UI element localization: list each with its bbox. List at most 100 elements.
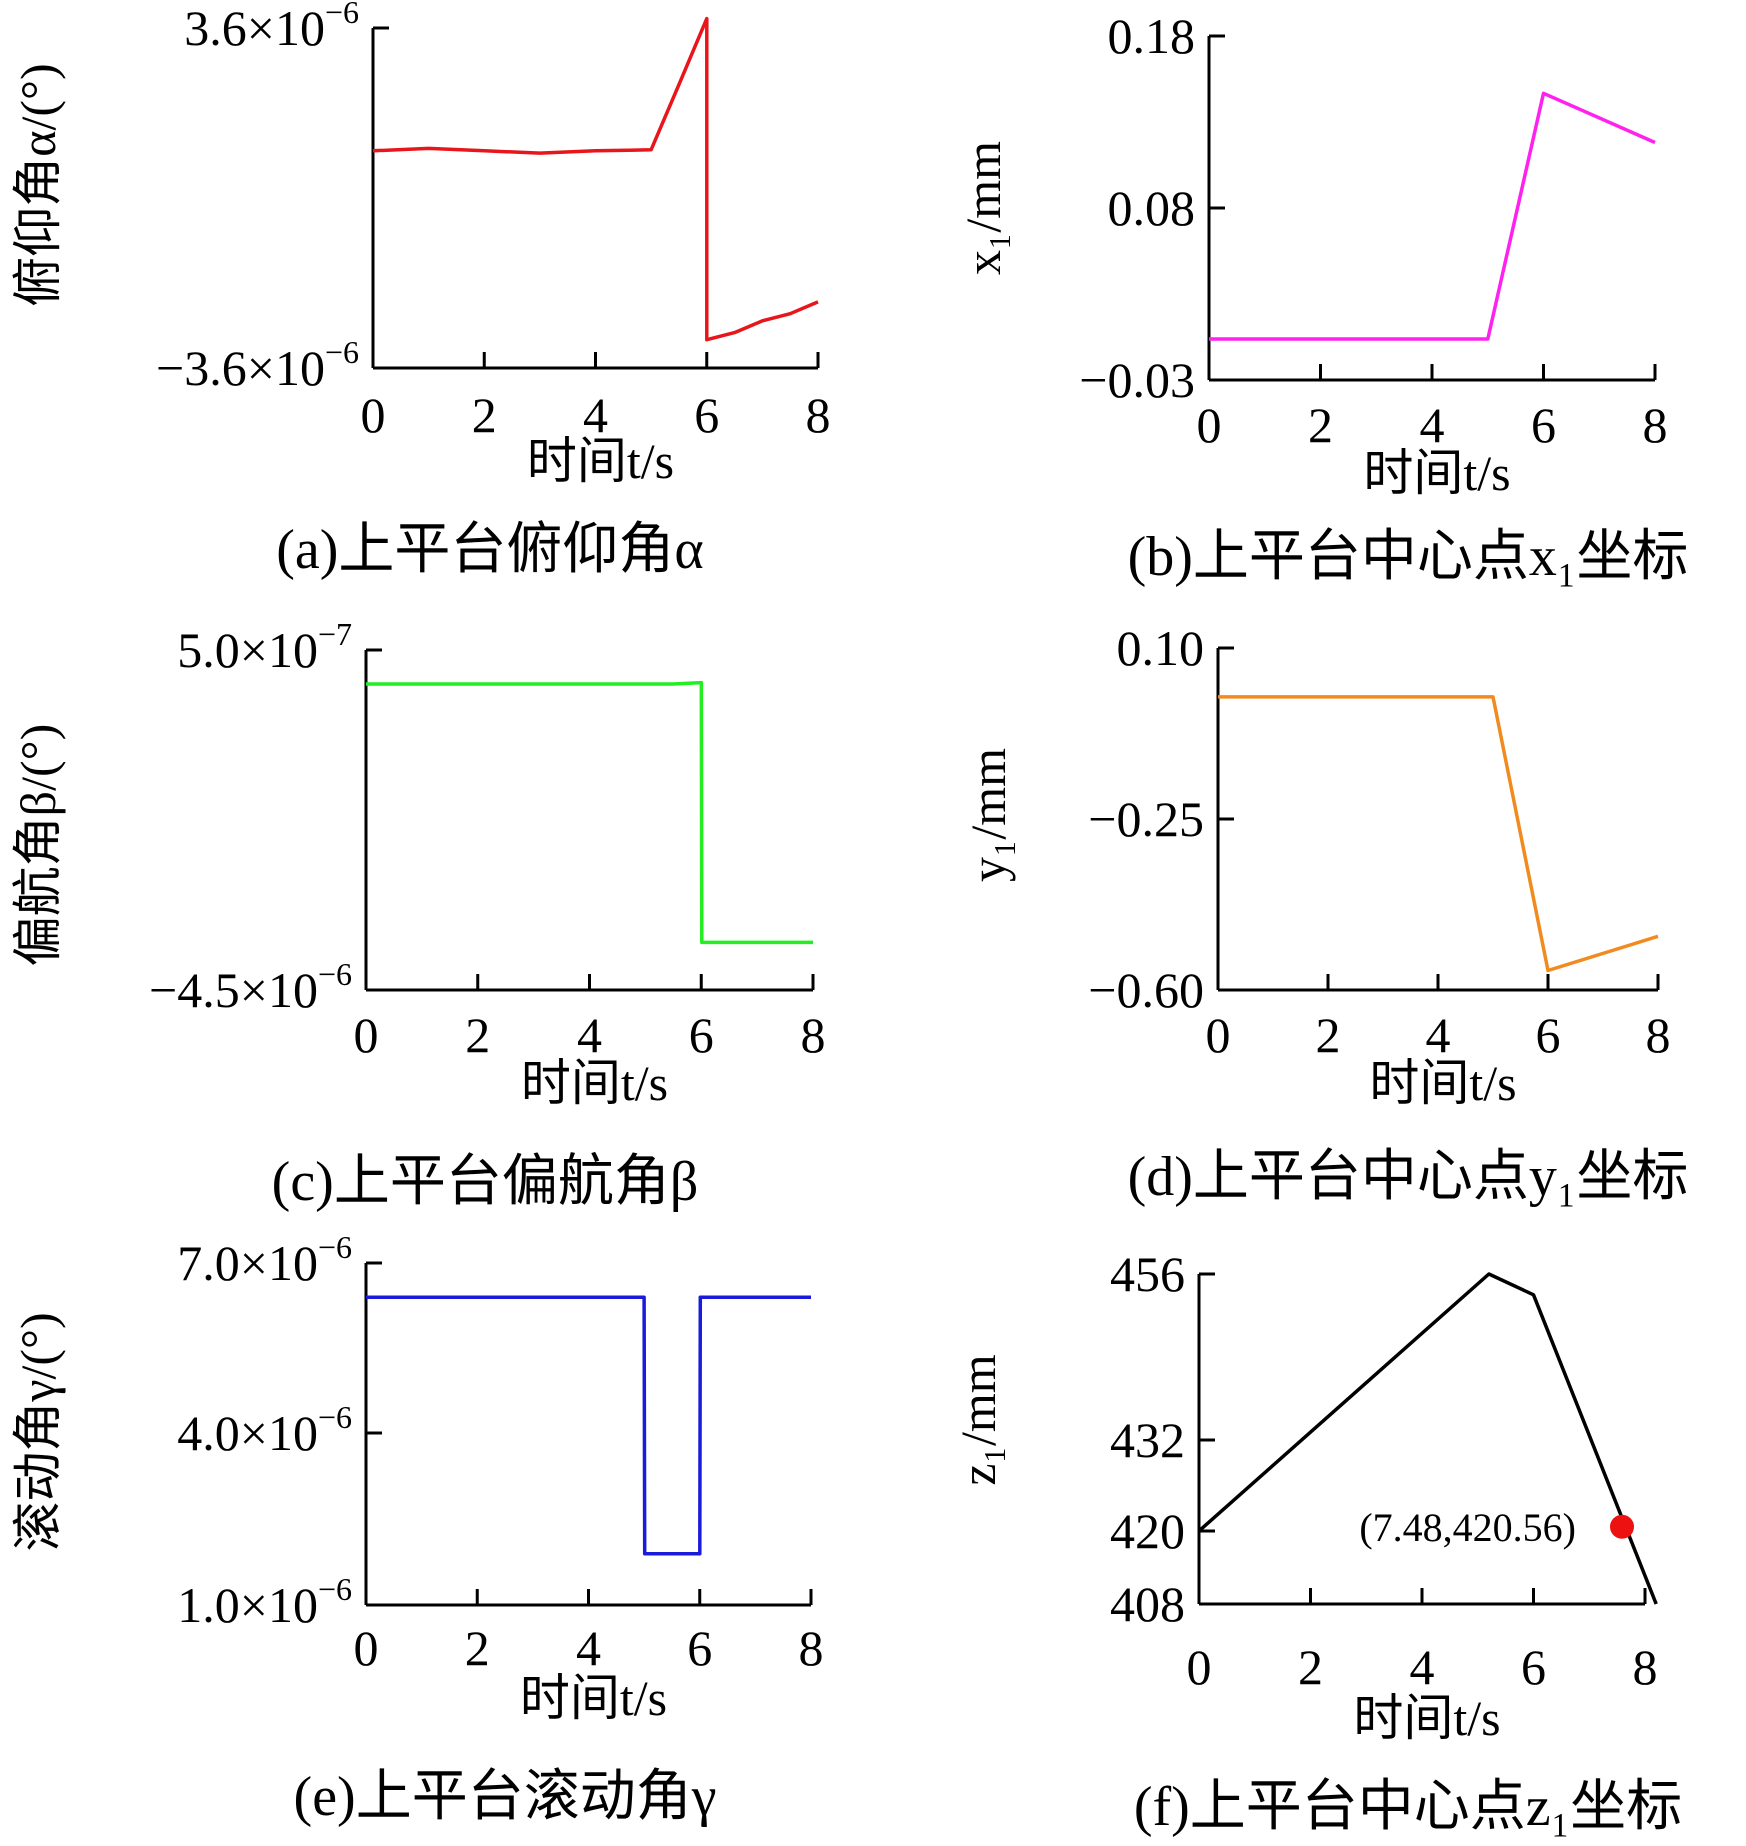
x-tick-label: 6	[1521, 1639, 1546, 1695]
x-tick-label: 0	[361, 387, 386, 443]
x-tick-label: 8	[1646, 1007, 1671, 1063]
x-tick-label: 6	[694, 387, 719, 443]
x-tick-label: 8	[1643, 397, 1668, 453]
x-tick-label: 0	[354, 1620, 379, 1676]
chart-a: 0 2 4 6 83.6×10−6−3.6×10−6时间t/s俯仰角α/(°)(a)上平…	[10, 0, 831, 581]
y-tick-label: −0.60	[1088, 962, 1204, 1018]
x-tick-label: 6	[1536, 1007, 1561, 1063]
y-tick-exponent: −6	[318, 956, 352, 992]
y-tick-exponent: −6	[318, 1571, 352, 1607]
y-axis-label: z₁/mm	[950, 1354, 1006, 1485]
x-tick-label: 0	[1187, 1639, 1212, 1695]
x-tick-label: 8	[806, 387, 831, 443]
y-tick-label: 7.0×10−6	[177, 1229, 352, 1291]
y-axis-label: 滚动角γ/(°)	[10, 1312, 66, 1551]
chart-f: 0 2 4 6 8 456 432 420 408 (7.48,420.56) 时间t/s z₁/mm…	[950, 1246, 1682, 1838]
x-tick-label: 6	[689, 1007, 714, 1063]
x-tick-label: 4	[583, 387, 608, 443]
y-tick-mantissa: −0.25	[1088, 791, 1204, 847]
y-tick-label: 432	[1110, 1412, 1185, 1468]
chart-caption: (f)上平台中心点z₁坐标	[1134, 1776, 1682, 1838]
x-tick-label: 6	[1531, 397, 1556, 453]
x-tick-label: 4	[1420, 397, 1445, 453]
chart-caption: (e)上平台滚动角γ	[294, 1766, 717, 1828]
x-axis-label: 时间t/s	[527, 433, 674, 489]
y-tick-label: 408	[1110, 1576, 1185, 1632]
y-tick-label: −0.25	[1088, 791, 1204, 847]
x-tick-label: 2	[1298, 1639, 1323, 1695]
y-tick-label: 0.10	[1117, 620, 1205, 676]
series-line	[1209, 91, 1656, 341]
y-tick-mantissa: 408	[1110, 1576, 1185, 1632]
chart-caption: (c)上平台偏航角β	[272, 1151, 699, 1213]
x-tick-label: 2	[465, 1007, 490, 1063]
y-tick-mantissa: 4.0×10	[177, 1405, 318, 1461]
x-tick-label: 4	[1410, 1639, 1435, 1695]
chart-caption: (a)上平台俯仰角α	[276, 519, 704, 581]
x-tick-label: 0	[1197, 397, 1222, 453]
x-tick-label: 2	[465, 1620, 490, 1676]
x-tick-label: 4	[577, 1007, 602, 1063]
y-tick-label: 456	[1110, 1246, 1185, 1302]
x-axis-label: 时间t/s	[1369, 1055, 1516, 1111]
y-tick-mantissa: 420	[1110, 1503, 1185, 1559]
x-tick-label: 2	[1308, 397, 1333, 453]
y-tick-label: −0.03	[1079, 352, 1195, 408]
series-line	[372, 16, 819, 342]
y-tick-mantissa: −3.6×10	[156, 340, 325, 396]
chart-c: 0 2 4 6 8 5.0×10−7 −4.5×10−6 时间t/s 偏航角β/(°) (c)上平…	[10, 616, 826, 1213]
x-tick-label: 8	[801, 1007, 826, 1063]
y-tick-label: 4.0×10−6	[177, 1399, 352, 1461]
y-tick-label: 0.18	[1108, 8, 1196, 64]
y-tick-exponent: −6	[325, 334, 359, 370]
chart-b: 0 2 4 6 8 0.18 0.08 −0.03 时间t/s x₁/mm (b)上平台中心点x₁坐…	[955, 8, 1688, 588]
x-tick-label: 0	[1206, 1007, 1231, 1063]
y-tick-mantissa: −4.5×10	[149, 962, 318, 1018]
chart-d: 0 2 4 6 8 0.10 −0.25 −0.60 时间t/s y₁/mm (d)上平台中心点y₁…	[960, 620, 1688, 1208]
y-tick-mantissa: 0.08	[1108, 180, 1196, 236]
annotation-label: (7.48,420.56)	[1359, 1505, 1576, 1550]
series-line	[1197, 1272, 1658, 1605]
y-tick-mantissa: 0.10	[1117, 620, 1205, 676]
y-axis-label: 偏航角β/(°)	[10, 724, 66, 967]
x-axis-label: 时间t/s	[1353, 1690, 1500, 1746]
x-tick-label: 0	[354, 1007, 379, 1063]
y-tick-exponent: −6	[318, 1229, 352, 1265]
x-axis-label: 时间t/s	[520, 1670, 667, 1726]
y-tick-label: 5.0×10−7	[177, 616, 352, 678]
y-tick-label: −4.5×10−6	[149, 956, 352, 1018]
x-tick-label: 8	[1633, 1639, 1658, 1695]
chart-caption: (b)上平台中心点x₁坐标	[1128, 526, 1689, 588]
chart-e: 0 2 4 6 87.0×10−64.0×10−61.0×10−6时间t/s滚动角γ/(…	[10, 1229, 824, 1828]
x-tick-label: 2	[472, 387, 497, 443]
y-tick-label: 420	[1110, 1503, 1185, 1559]
x-axis-label: 时间t/s	[1363, 445, 1510, 501]
series-line	[366, 680, 813, 945]
y-tick-mantissa: 5.0×10	[177, 622, 318, 678]
y-tick-label: 1.0×10−6	[177, 1571, 352, 1633]
x-tick-label: 8	[799, 1620, 824, 1676]
y-axis-label: 俯仰角α/(°)	[10, 63, 66, 306]
y-tick-mantissa: 0.18	[1108, 8, 1196, 64]
y-tick-mantissa: 432	[1110, 1412, 1185, 1468]
y-tick-mantissa: 1.0×10	[177, 1577, 318, 1633]
y-tick-mantissa: −0.60	[1088, 962, 1204, 1018]
y-tick-label: 0.08	[1108, 180, 1196, 236]
y-tick-mantissa: 456	[1110, 1246, 1185, 1302]
x-tick-label: 4	[576, 1620, 601, 1676]
y-tick-exponent: −6	[325, 0, 359, 30]
x-axis-label: 时间t/s	[521, 1055, 668, 1111]
y-axis-label: x₁/mm	[955, 141, 1011, 275]
chart-caption: (d)上平台中心点y₁坐标	[1128, 1146, 1689, 1208]
y-tick-mantissa: 3.6×10	[184, 0, 325, 56]
y-tick-exponent: −6	[318, 1399, 352, 1435]
x-tick-label: 2	[1316, 1007, 1341, 1063]
series-line	[366, 1295, 811, 1556]
y-tick-exponent: −7	[318, 616, 352, 652]
x-tick-label: 6	[687, 1620, 712, 1676]
y-axis-label: y₁/mm	[960, 748, 1016, 882]
y-tick-mantissa: −0.03	[1079, 352, 1195, 408]
x-tick-label: 4	[1426, 1007, 1451, 1063]
y-tick-label: 3.6×10−6	[184, 0, 359, 56]
